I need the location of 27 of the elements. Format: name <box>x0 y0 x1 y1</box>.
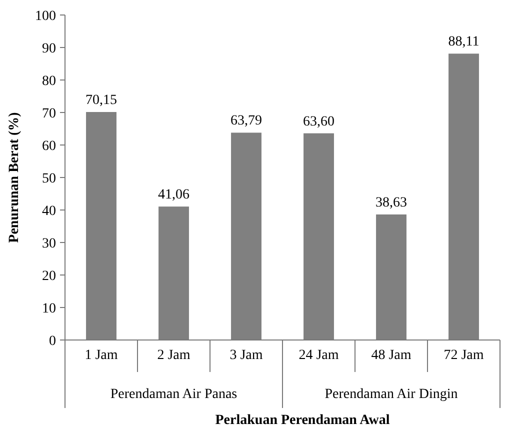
data-label: 88,11 <box>448 34 480 50</box>
x-tick-label: 2 Jam <box>157 348 190 363</box>
y-tick-label: 60 <box>42 138 56 154</box>
text: Perendaman Air Dingin <box>324 387 458 402</box>
y-tick-label: 40 <box>42 204 56 219</box>
y-tick-label: 70 <box>42 106 56 122</box>
data-label: 41,06 <box>158 188 190 203</box>
y-tick-label: 50 <box>42 171 56 186</box>
y-tick-label: 100 <box>35 8 56 24</box>
x-tick-label: 72 Jam <box>444 348 484 363</box>
data-label: 70,15 <box>86 93 117 108</box>
x-tick-label: 3 Jam <box>230 348 263 363</box>
data-label: 63,60 <box>303 114 334 130</box>
y-tick-label: 90 <box>42 41 56 56</box>
x-tick-label: 1 Jam <box>84 348 118 363</box>
y-tick-label: 0 <box>49 334 56 349</box>
y-tick-label: 20 <box>42 268 56 284</box>
y-tick-label: 30 <box>42 236 56 252</box>
data-label: 63,79 <box>230 114 262 129</box>
y-tick-label: 80 <box>42 74 56 89</box>
data-label: 38,63 <box>376 195 407 210</box>
y-axis-title: Penurunan Berat (%) <box>7 112 22 243</box>
x-axis-title: Perlakuan Perendaman Awal <box>215 413 390 428</box>
text: Perendaman Air Panas <box>110 387 238 402</box>
x-tick-label: 48 Jam <box>371 348 412 363</box>
y-tick-label: 10 <box>42 301 56 316</box>
x-tick-label: 24 Jam <box>298 348 339 363</box>
